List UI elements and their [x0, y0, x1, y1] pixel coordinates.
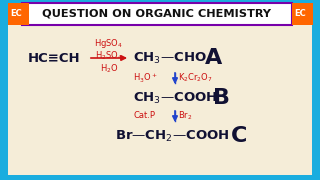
FancyBboxPatch shape: [8, 3, 29, 25]
Text: C: C: [231, 126, 247, 146]
Text: A: A: [205, 48, 222, 68]
FancyBboxPatch shape: [8, 5, 312, 175]
Text: H$_2$SO$_4$: H$_2$SO$_4$: [95, 50, 123, 62]
Text: EC: EC: [10, 9, 22, 18]
Text: Cat.P: Cat.P: [133, 111, 155, 120]
Text: EC: EC: [294, 9, 306, 18]
Text: Br—CH$_2$—COOH: Br—CH$_2$—COOH: [115, 129, 229, 144]
Text: CH$_3$—COOH: CH$_3$—COOH: [133, 90, 218, 105]
Text: B: B: [213, 88, 230, 108]
Text: HgSO$_4$: HgSO$_4$: [94, 37, 124, 50]
Text: H$_3$O$^+$: H$_3$O$^+$: [133, 71, 157, 85]
Text: Br$_2$: Br$_2$: [178, 110, 192, 122]
Text: K$_2$Cr$_2$O$_7$: K$_2$Cr$_2$O$_7$: [178, 72, 213, 84]
Text: CH$_3$—CHO: CH$_3$—CHO: [133, 50, 207, 66]
Text: H$_2$O: H$_2$O: [100, 63, 118, 75]
Text: HC≡CH: HC≡CH: [28, 51, 81, 64]
FancyBboxPatch shape: [22, 3, 292, 25]
FancyBboxPatch shape: [292, 3, 313, 25]
Text: QUESTION ON ORGANIC CHEMISTRY: QUESTION ON ORGANIC CHEMISTRY: [43, 8, 271, 19]
